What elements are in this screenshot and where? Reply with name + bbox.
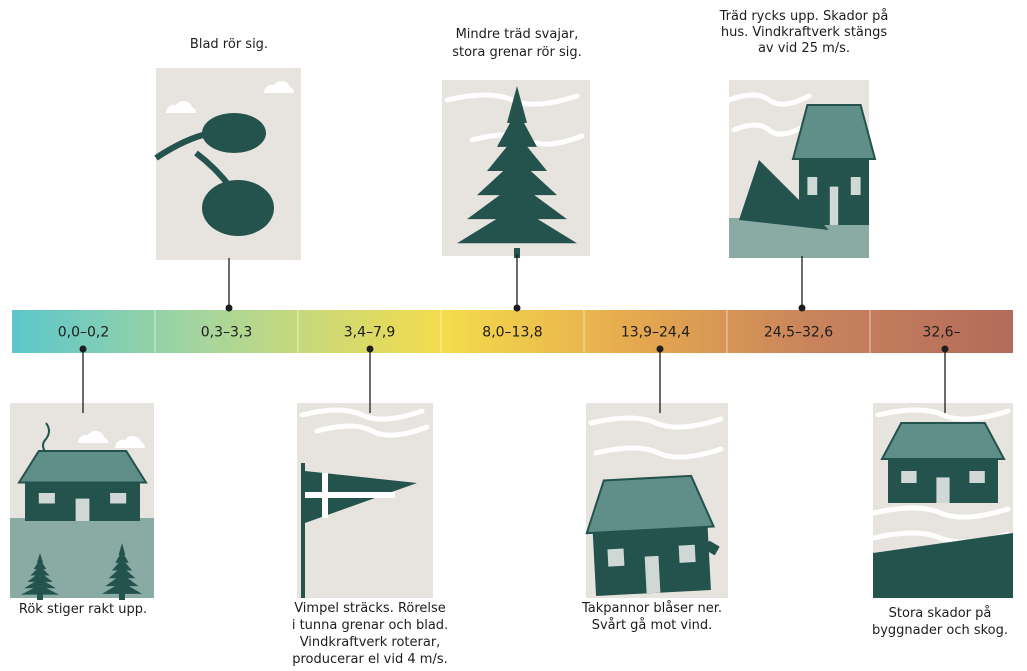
- caption-line: Mindre träd svajar,: [456, 27, 579, 42]
- wind-line: [299, 407, 425, 422]
- connector-dot: [366, 345, 374, 353]
- pennant-cross: [305, 473, 395, 518]
- caption-line: Vimpel sträcks. Rörelse: [294, 601, 446, 616]
- caption-line: Rök stiger rakt upp.: [19, 602, 147, 617]
- house-roof: [880, 422, 1006, 460]
- connector-dot: [513, 304, 521, 312]
- illustration: [726, 80, 877, 258]
- fallen-tree: [739, 160, 829, 230]
- house-door: [829, 186, 839, 225]
- illustration: [442, 80, 590, 258]
- illustration: [10, 403, 154, 600]
- wind-line: [444, 92, 580, 107]
- connector-dot: [225, 304, 233, 312]
- scale-label: 24,5–32,6: [764, 325, 833, 341]
- caption-line: Svårt gå mot vind.: [592, 618, 713, 633]
- caption-line: i tunna grenar och blad.: [292, 618, 448, 633]
- house-door: [75, 498, 90, 521]
- tree-tier: [21, 584, 59, 595]
- roof-tile: [704, 540, 720, 556]
- house-roof: [585, 474, 716, 535]
- tree-tier: [467, 182, 567, 220]
- scale-bar: [12, 310, 1013, 353]
- house-window: [678, 544, 696, 563]
- house: [880, 422, 1006, 503]
- fallen-trees: [873, 533, 1013, 598]
- tree-tier: [487, 134, 547, 171]
- caption-line: av vid 25 m/s.: [758, 41, 850, 56]
- scale-label: 3,4–7,9: [344, 325, 396, 341]
- leaf: [202, 113, 266, 153]
- illustration: [154, 68, 301, 260]
- scale-label: 0,0–0,2: [58, 325, 110, 341]
- tree-tier: [115, 550, 129, 563]
- caption-line: hus. Vindkraftverk stängs: [721, 25, 888, 40]
- connector-dot: [656, 345, 664, 353]
- caption-line: byggnader och skog.: [872, 623, 1008, 638]
- wind-line: [314, 423, 430, 438]
- wind-line: [875, 407, 1011, 422]
- house-roof: [17, 450, 148, 484]
- cloud: [114, 435, 146, 448]
- house-window: [850, 177, 861, 195]
- caption-line: Stora skador på: [889, 606, 992, 621]
- wind-line: [870, 505, 1011, 520]
- tree-tier: [105, 574, 139, 587]
- illustration: [297, 403, 433, 598]
- illustration: [585, 403, 728, 598]
- tree-tier: [497, 110, 537, 147]
- caption-line: Vindkraftverk roterar,: [300, 635, 441, 650]
- caption-line: Blad rör sig.: [190, 37, 268, 52]
- house-window: [969, 471, 985, 483]
- smoke: [42, 422, 50, 454]
- house: [17, 450, 148, 521]
- tree-trunk: [514, 248, 520, 258]
- wind-line: [593, 445, 724, 460]
- tree-tier: [112, 558, 132, 571]
- tree-tier: [24, 578, 56, 589]
- leaf: [202, 180, 274, 236]
- cloud: [165, 100, 197, 113]
- scale-label: 32,6–: [922, 325, 960, 341]
- tree-tier: [36, 553, 44, 563]
- house-door: [936, 477, 950, 503]
- tree-tier: [30, 565, 50, 576]
- tree-tier: [108, 566, 136, 579]
- house-door: [644, 555, 661, 594]
- house-window: [607, 548, 625, 567]
- tree-tier: [507, 86, 527, 123]
- tree-tier: [118, 543, 126, 555]
- tree-trunk: [119, 590, 125, 600]
- tree-tier: [27, 572, 53, 582]
- house-roof: [791, 104, 877, 160]
- connector-dot: [79, 345, 87, 353]
- house-window: [901, 471, 917, 483]
- illustration: [870, 403, 1013, 598]
- caption-line: producerar el vid 4 m/s.: [292, 652, 447, 667]
- caption-line: Takpannor blåser ner.: [581, 601, 722, 616]
- cloud: [77, 430, 109, 443]
- tree-trunk: [37, 590, 43, 600]
- flagpole: [301, 463, 305, 598]
- tree-tier: [457, 206, 577, 244]
- house: [585, 474, 716, 597]
- house-window: [807, 177, 818, 195]
- scale-label: 13,9–24,4: [621, 325, 690, 341]
- house-window: [38, 493, 55, 504]
- wind-line: [726, 92, 812, 107]
- tree-tier: [33, 559, 47, 570]
- wind-line: [588, 415, 724, 430]
- connector-dot: [941, 345, 949, 353]
- cloud: [263, 80, 295, 93]
- house-window: [110, 493, 127, 504]
- tree-tier: [477, 158, 557, 196]
- tree-tier: [102, 581, 142, 594]
- connector-dot: [798, 304, 806, 312]
- caption-line: Träd rycks upp. Skador på: [719, 9, 889, 24]
- wind-line: [731, 122, 807, 137]
- scale-label: 8,0–13,8: [482, 325, 542, 341]
- caption-line: stora grenar rör sig.: [452, 45, 582, 60]
- scale-label: 0,3–3,3: [201, 325, 253, 341]
